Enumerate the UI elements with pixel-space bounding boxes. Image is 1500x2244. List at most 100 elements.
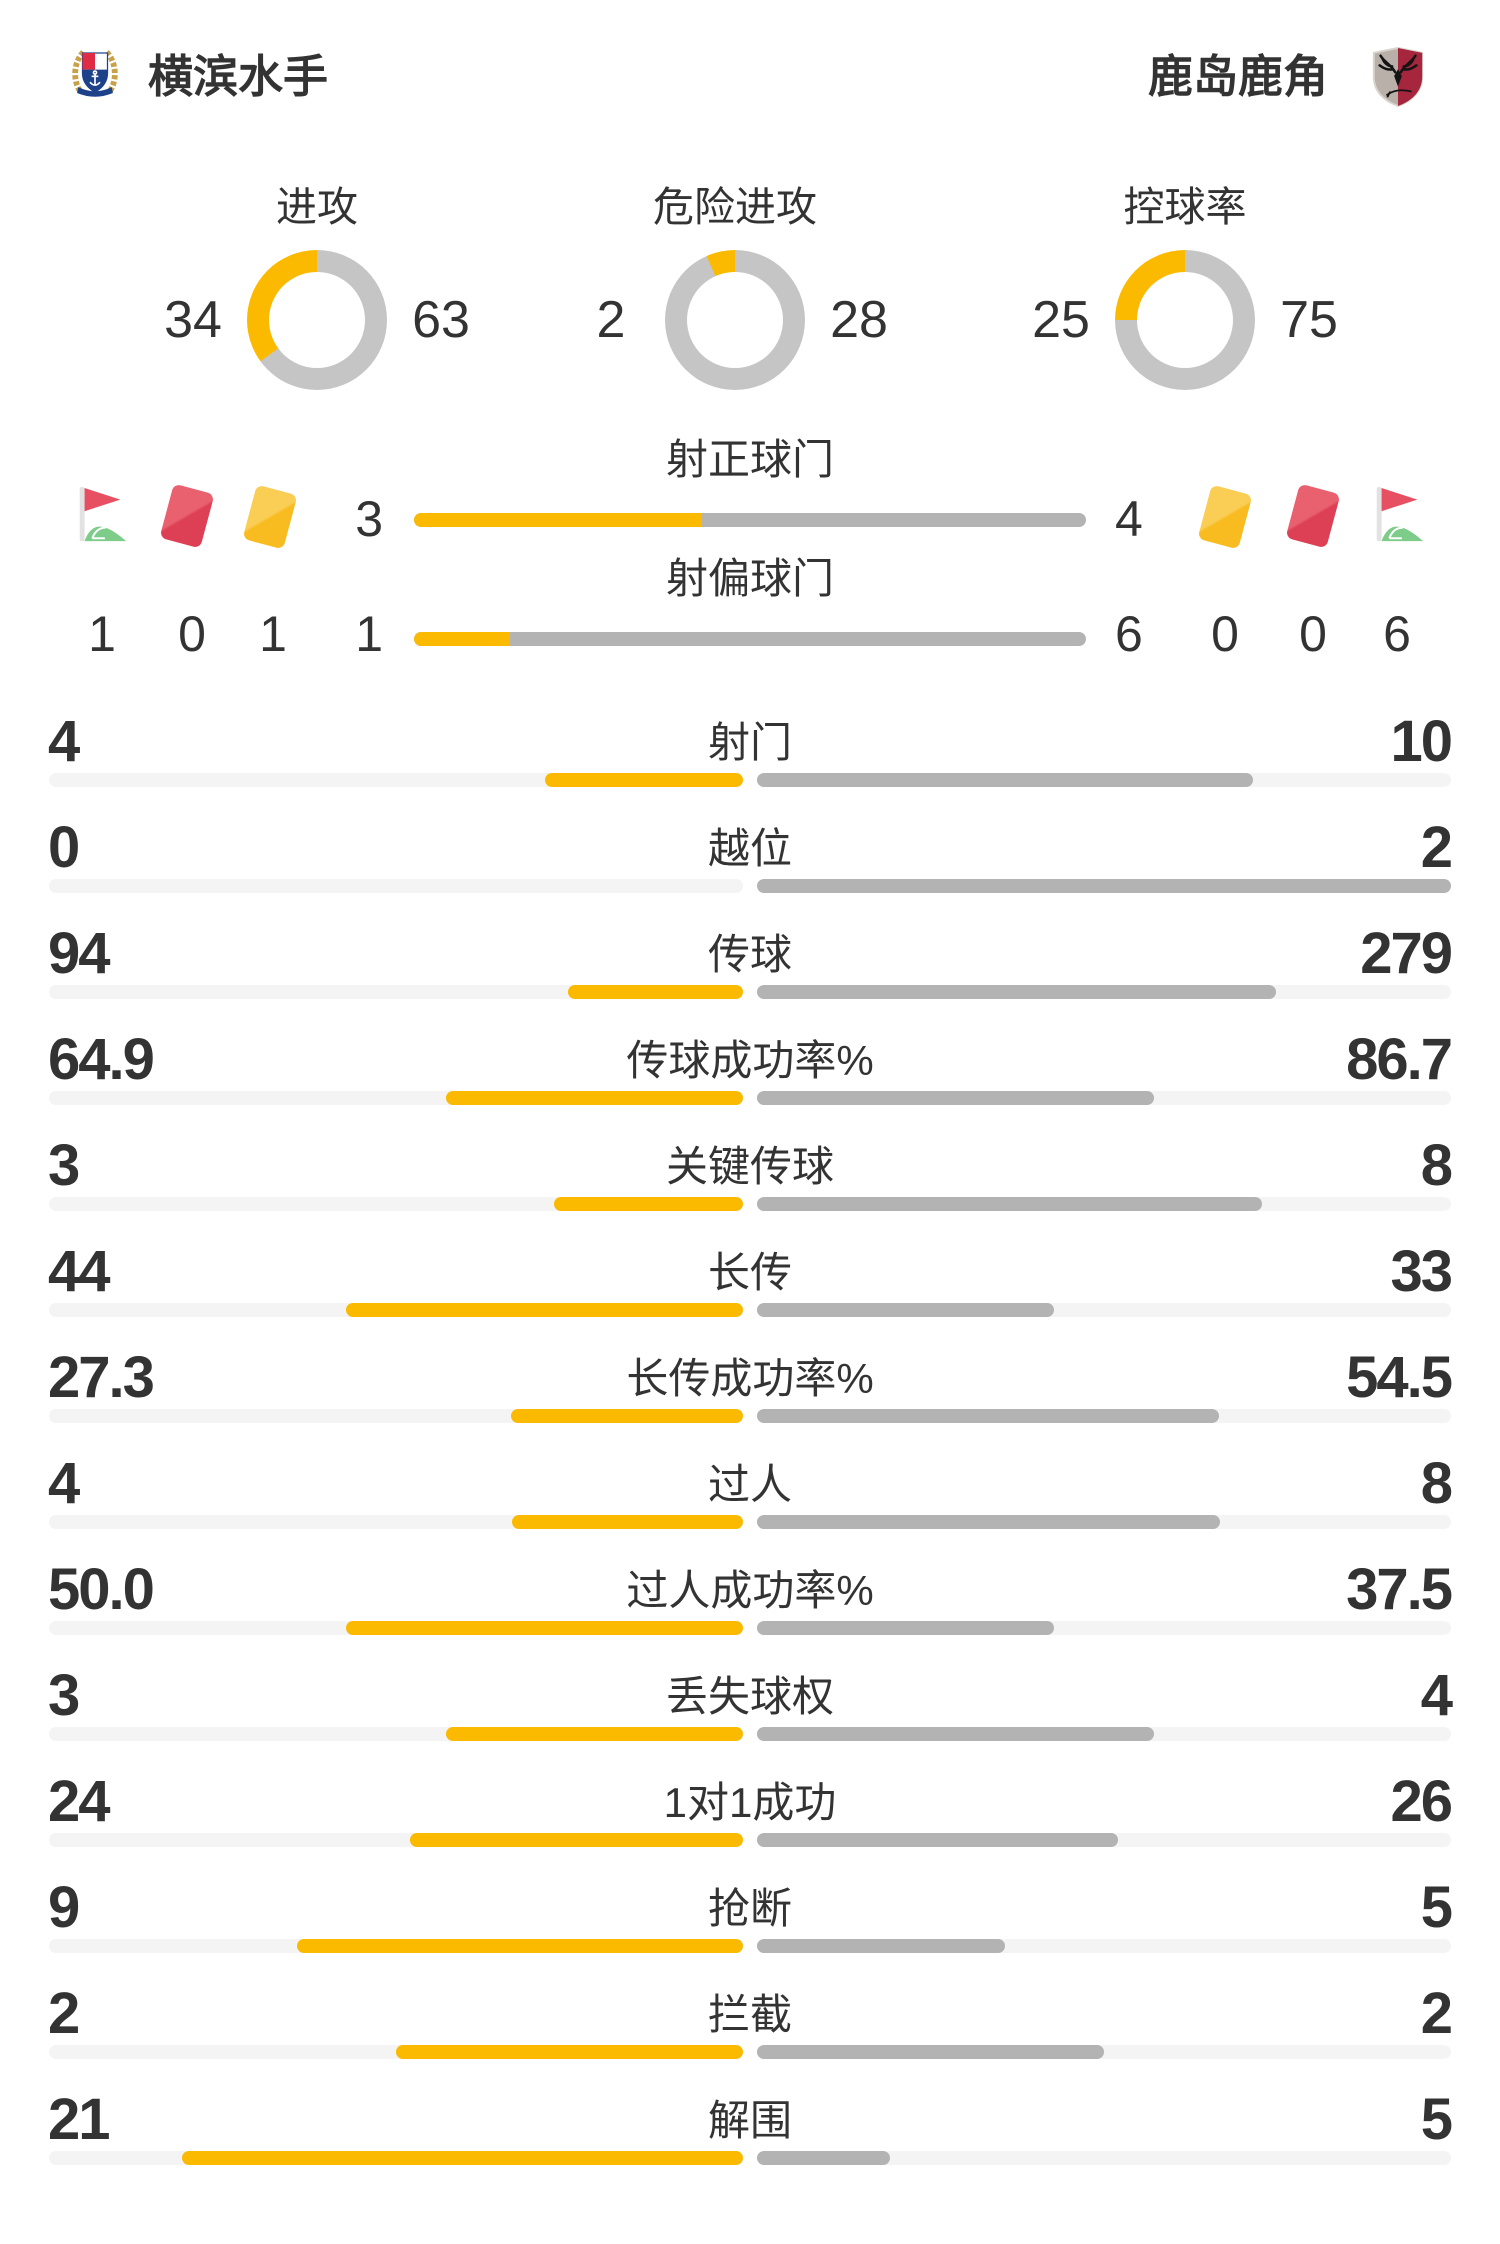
home-stat-bar-track bbox=[49, 1727, 743, 1741]
away-stat-bar-fill bbox=[757, 2045, 1104, 2059]
away-stat-bar-track bbox=[757, 1621, 1451, 1635]
stat-label: 传球 bbox=[707, 931, 792, 978]
home-stat-value: 94 bbox=[48, 921, 110, 986]
home-stat-bar-track bbox=[49, 1621, 743, 1635]
away-stat-bar-track bbox=[757, 1091, 1451, 1105]
shots-off-target-home-fill bbox=[414, 632, 510, 646]
attacks-donut-ring bbox=[247, 250, 387, 390]
shots-on-target-home-fill bbox=[414, 513, 702, 527]
home-stat-value: 50.0 bbox=[48, 1557, 155, 1622]
home-team-name: 横滨水手 bbox=[148, 51, 329, 102]
home-stat-value: 21 bbox=[48, 2087, 110, 2152]
away-stat-bar-track bbox=[757, 1303, 1451, 1317]
stat-label: 关键传球 bbox=[665, 1143, 834, 1190]
home-stat-bar-track bbox=[49, 773, 743, 787]
away-stat-bar-fill bbox=[757, 1409, 1220, 1423]
donut-chart-attacks: 进攻 34 63 bbox=[97, 184, 537, 390]
home-stat-bar-track bbox=[49, 879, 743, 893]
away-stat-bar-fill bbox=[757, 1727, 1154, 1741]
donut-title-possession: 控球率 bbox=[1123, 184, 1247, 230]
home-stat-bar-fill bbox=[511, 1515, 743, 1529]
away-stat-value: 5 bbox=[1420, 1875, 1453, 1940]
stat-row: 3 丢失球权 4 bbox=[0, 1665, 1500, 1771]
home-stat-value: 3 bbox=[48, 1133, 80, 1198]
away-stat-bar-fill bbox=[757, 1197, 1262, 1211]
home-stat-bar-fill bbox=[182, 2151, 743, 2165]
match-stats-list: 4 射门 10 0 越位 2 94 传球 279 64.9 传球成功率% bbox=[0, 711, 1500, 2201]
away-stat-bar-fill bbox=[757, 985, 1277, 999]
home-shots-off-target-value: 1 bbox=[355, 606, 383, 662]
home-stat-bar-fill bbox=[346, 1303, 743, 1317]
away-yellow-card-icon bbox=[1197, 484, 1253, 550]
stat-label: 拦截 bbox=[707, 1991, 792, 2038]
home-stat-bar-track bbox=[49, 2151, 743, 2165]
home-stat-value: 4 bbox=[48, 709, 80, 774]
away-stat-value: 86.7 bbox=[1346, 1027, 1453, 1092]
home-corner-flag-icon bbox=[72, 486, 130, 548]
home-stat-bar-track bbox=[49, 1833, 743, 1847]
away-attacks-value: 63 bbox=[412, 291, 470, 349]
home-stat-value: 3 bbox=[48, 1663, 80, 1728]
home-stat-bar-track bbox=[49, 1091, 743, 1105]
stat-row: 50.0 过人成功率% 37.5 bbox=[0, 1559, 1500, 1665]
donut-chart-possession: 控球率 25 75 bbox=[965, 184, 1405, 390]
home-dangerous-attacks-value: 2 bbox=[596, 291, 626, 349]
home-stat-bar-track bbox=[49, 1197, 743, 1211]
away-stat-bar-track bbox=[757, 1939, 1451, 1953]
away-stat-value: 54.5 bbox=[1346, 1345, 1453, 1410]
stat-row: 0 越位 2 bbox=[0, 817, 1500, 923]
stat-label: 过人成功率% bbox=[626, 1567, 874, 1614]
home-stat-value: 64.9 bbox=[48, 1027, 155, 1092]
away-stat-value: 2 bbox=[1420, 1981, 1453, 2046]
away-stat-bar-fill bbox=[757, 1091, 1154, 1105]
stat-label: 传球成功率% bbox=[626, 1037, 874, 1084]
stat-row: 94 传球 279 bbox=[0, 923, 1500, 1029]
away-stat-value: 10 bbox=[1390, 709, 1452, 774]
stat-row: 44 长传 33 bbox=[0, 1241, 1500, 1347]
home-stat-bar-fill bbox=[568, 985, 743, 999]
home-corner-kicks-value: 1 bbox=[88, 606, 116, 662]
home-red-cards-value: 0 bbox=[178, 606, 206, 662]
stat-row: 21 解围 5 bbox=[0, 2089, 1500, 2195]
away-shots-on-target-value: 4 bbox=[1115, 491, 1143, 547]
dangerous-attacks-donut-ring bbox=[665, 250, 805, 390]
away-stat-value: 37.5 bbox=[1346, 1557, 1453, 1622]
away-stat-bar-track bbox=[757, 1409, 1451, 1423]
away-stat-bar-track bbox=[757, 2151, 1451, 2165]
stat-label: 越位 bbox=[707, 825, 792, 872]
stat-label: 丢失球权 bbox=[665, 1673, 834, 1720]
home-shots-on-target-value: 3 bbox=[355, 491, 383, 547]
home-stat-bar-track bbox=[49, 985, 743, 999]
shots-off-target-bar bbox=[414, 632, 1086, 646]
donut-title-dangerous-attacks: 危险进攻 bbox=[653, 184, 817, 230]
home-stat-bar-track bbox=[49, 1303, 743, 1317]
away-stat-bar-track bbox=[757, 1197, 1451, 1211]
home-stat-value: 0 bbox=[48, 815, 80, 880]
away-stat-bar-fill bbox=[757, 879, 1451, 893]
away-possession-value: 75 bbox=[1280, 291, 1338, 349]
away-dangerous-attacks-value: 28 bbox=[830, 291, 888, 349]
home-stat-value: 27.3 bbox=[48, 1345, 155, 1410]
home-possession-value: 25 bbox=[1032, 291, 1090, 349]
away-stat-value: 8 bbox=[1420, 1133, 1453, 1198]
stat-row: 2 拦截 2 bbox=[0, 1983, 1500, 2089]
away-corner-flag-icon bbox=[1369, 486, 1427, 548]
home-stat-bar-fill bbox=[511, 1409, 743, 1423]
away-stat-bar-track bbox=[757, 1515, 1451, 1529]
away-stat-value: 8 bbox=[1420, 1451, 1453, 1516]
stat-row: 3 关键传球 8 bbox=[0, 1135, 1500, 1241]
home-stat-bar-fill bbox=[296, 1939, 743, 1953]
away-stat-bar-fill bbox=[757, 1939, 1005, 1953]
home-attacks-value: 34 bbox=[164, 291, 222, 349]
home-stat-value: 24 bbox=[48, 1769, 110, 1834]
away-stat-bar-track bbox=[757, 985, 1451, 999]
away-stat-value: 279 bbox=[1360, 921, 1453, 986]
away-red-card-icon bbox=[1285, 483, 1341, 549]
away-stat-bar-track bbox=[757, 1727, 1451, 1741]
away-corner-kicks-value: 6 bbox=[1383, 606, 1411, 662]
away-stat-bar-track bbox=[757, 1833, 1451, 1847]
possession-donut-ring bbox=[1115, 250, 1255, 390]
shots-on-target-label: 射正球门 bbox=[665, 436, 834, 483]
shots-off-target-label: 射偏球门 bbox=[665, 555, 834, 602]
